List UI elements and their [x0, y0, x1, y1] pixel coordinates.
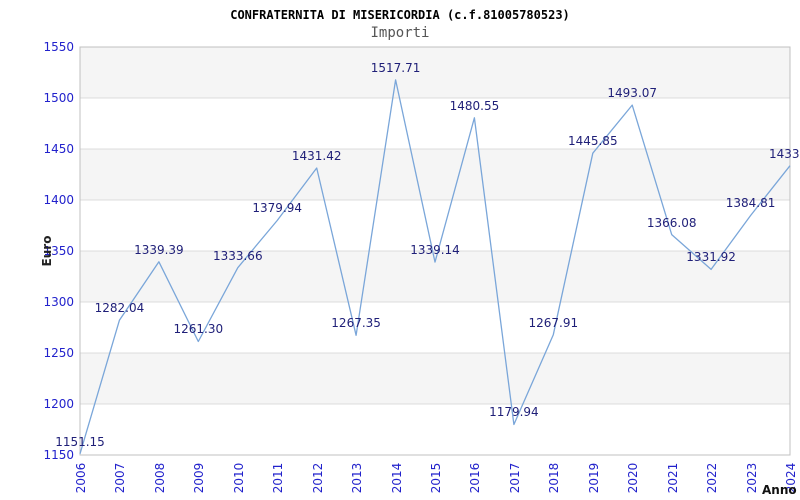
- x-tick-label: 2011: [271, 462, 286, 494]
- point-label: 1151.15: [55, 434, 105, 449]
- point-label: 1493.07: [607, 86, 658, 101]
- y-axis-title: Euro: [40, 235, 54, 267]
- y-tick-label: 1400: [43, 193, 74, 207]
- y-tick-label: 1550: [43, 40, 74, 54]
- y-tick-label: 1350: [43, 244, 74, 258]
- y-tick-label: 1150: [43, 448, 74, 462]
- x-tick-label: 2006: [74, 462, 88, 494]
- point-label: 1339.14: [410, 243, 460, 258]
- point-label: 1433.6: [769, 146, 800, 161]
- x-tick-label: 2017: [507, 462, 522, 494]
- x-tick-label: 2007: [113, 462, 128, 494]
- chart-subtitle: Importi: [370, 25, 430, 41]
- x-tick-label: 2019: [586, 462, 601, 494]
- plot-band: [80, 353, 790, 404]
- x-tick-label: 2021: [665, 462, 680, 494]
- point-label: 1379.94: [252, 201, 303, 216]
- point-label: 1480.55: [449, 98, 500, 113]
- point-label: 1267.35: [331, 316, 381, 331]
- point-label: 1333.66: [212, 248, 263, 263]
- point-label: 1366.08: [646, 215, 697, 230]
- x-tick-label: 2016: [468, 462, 483, 494]
- plot-band: [80, 149, 790, 200]
- point-label: 1384.81: [725, 196, 776, 211]
- x-tick-label: 2020: [626, 462, 641, 494]
- chart-title: CONFRATERNITA DI MISERICORDIA (c.f.81005…: [230, 8, 570, 22]
- point-label: 1517.71: [370, 60, 421, 75]
- point-label: 1431.42: [291, 148, 342, 163]
- line-series: [79, 79, 791, 454]
- plot-band: [80, 47, 790, 98]
- point-label: 1282.04: [94, 301, 145, 316]
- point-label: 1261.30: [173, 322, 224, 337]
- point-label: 1179.94: [489, 405, 539, 420]
- x-tick-label: 2010: [231, 462, 246, 494]
- point-label: 1445.85: [567, 134, 618, 149]
- y-tick-label: 1200: [43, 397, 74, 411]
- x-tick-label: 2015: [429, 462, 443, 494]
- point-label: 1339.39: [134, 242, 184, 257]
- x-tick-label: 2009: [192, 462, 207, 494]
- x-tick-label: 2014: [389, 462, 404, 494]
- x-axis-title: Anno: [762, 483, 797, 497]
- y-tick-label: 1500: [43, 91, 74, 105]
- x-tick-label: 2008: [152, 462, 167, 494]
- x-tick-label: 2013: [350, 462, 365, 494]
- y-tick-label: 1250: [43, 346, 74, 360]
- plot-border: [79, 46, 791, 456]
- y-tick-label: 1450: [43, 142, 74, 156]
- x-tick-label: 2022: [705, 462, 720, 494]
- x-tick-label: 2023: [744, 462, 759, 494]
- y-tick-label: 1300: [43, 295, 74, 309]
- x-tick-label: 2012: [310, 462, 325, 494]
- point-label: 1267.91: [528, 315, 579, 330]
- x-tick-label: 2018: [547, 462, 562, 494]
- point-label: 1331.92: [686, 250, 736, 265]
